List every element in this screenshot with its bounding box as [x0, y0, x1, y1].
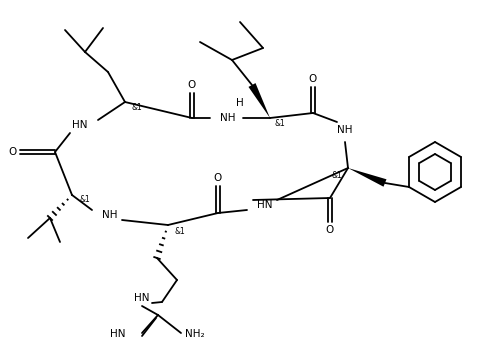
Text: HN: HN [134, 293, 150, 303]
Text: O: O [188, 80, 196, 90]
Text: NH: NH [102, 210, 118, 220]
Text: NH: NH [220, 113, 236, 123]
Text: HN: HN [72, 120, 88, 130]
Text: O: O [9, 147, 17, 157]
Text: NH₂: NH₂ [185, 329, 205, 339]
Polygon shape [248, 83, 270, 118]
Text: HN: HN [110, 329, 126, 339]
Text: NH: NH [337, 125, 353, 135]
Text: O: O [309, 74, 317, 84]
Text: &1: &1 [132, 104, 142, 113]
Text: &1: &1 [331, 171, 343, 179]
Polygon shape [348, 168, 386, 187]
Text: HN: HN [257, 200, 273, 210]
Text: &1: &1 [175, 227, 186, 237]
Text: O: O [326, 225, 334, 235]
Text: &1: &1 [275, 119, 285, 128]
Text: &1: &1 [79, 196, 91, 205]
Text: H: H [236, 98, 244, 108]
Text: O: O [214, 173, 222, 183]
